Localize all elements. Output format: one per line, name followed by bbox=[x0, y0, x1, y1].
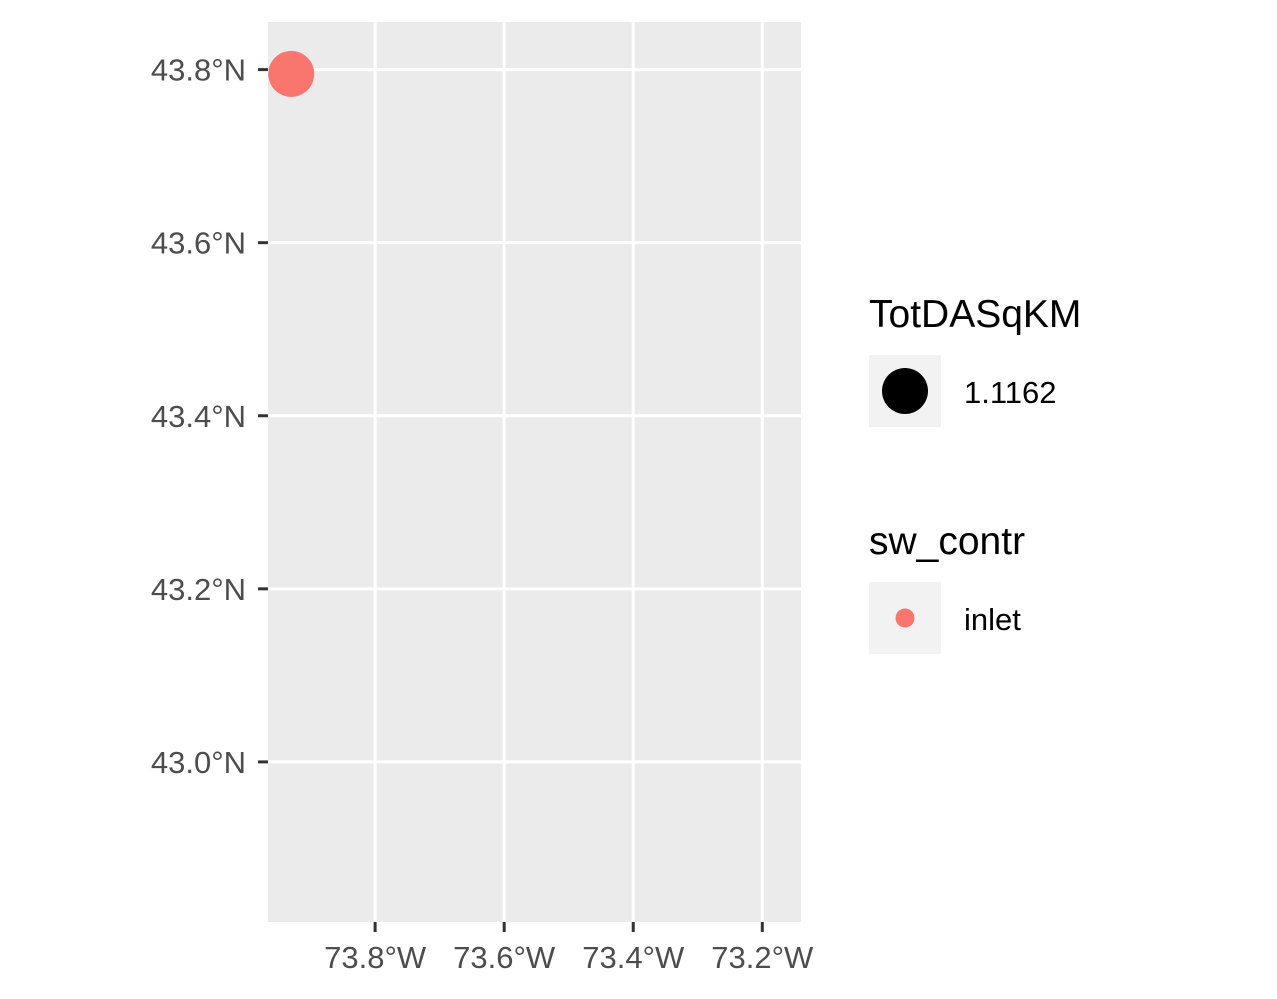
plot-panel bbox=[268, 22, 801, 922]
x-tick-label-1: 73.6°W bbox=[453, 940, 556, 975]
data-points bbox=[268, 50, 315, 97]
legend-key-color-dot bbox=[895, 608, 915, 628]
legend: TotDASqKM 1.1162 sw_contr inlet bbox=[869, 293, 1081, 654]
y-tick-label-1: 43.2°N bbox=[151, 572, 246, 607]
y-tick-label-3: 43.6°N bbox=[151, 226, 246, 261]
data-point-0 bbox=[268, 50, 315, 97]
y-tick-label-0: 43.0°N bbox=[151, 745, 246, 780]
y-tick-label-2: 43.4°N bbox=[151, 399, 246, 434]
x-tick-label-0: 73.8°W bbox=[324, 940, 427, 975]
legend-label-color: inlet bbox=[964, 602, 1021, 637]
y-tick-label-4: 43.8°N bbox=[151, 53, 246, 88]
axes: 73.8°W 73.6°W 73.4°W 73.2°W 43.0°N 43.2°N 43.4… bbox=[151, 53, 814, 975]
grid-lines bbox=[268, 22, 801, 922]
legend-title-size: TotDASqKM bbox=[869, 293, 1081, 336]
legend-key-size-dot bbox=[882, 368, 928, 414]
x-tick-label-3: 73.2°W bbox=[711, 940, 814, 975]
legend-title-color: sw_contr bbox=[869, 520, 1025, 563]
legend-label-size: 1.1162 bbox=[964, 375, 1057, 410]
x-tick-label-2: 73.4°W bbox=[582, 940, 685, 975]
